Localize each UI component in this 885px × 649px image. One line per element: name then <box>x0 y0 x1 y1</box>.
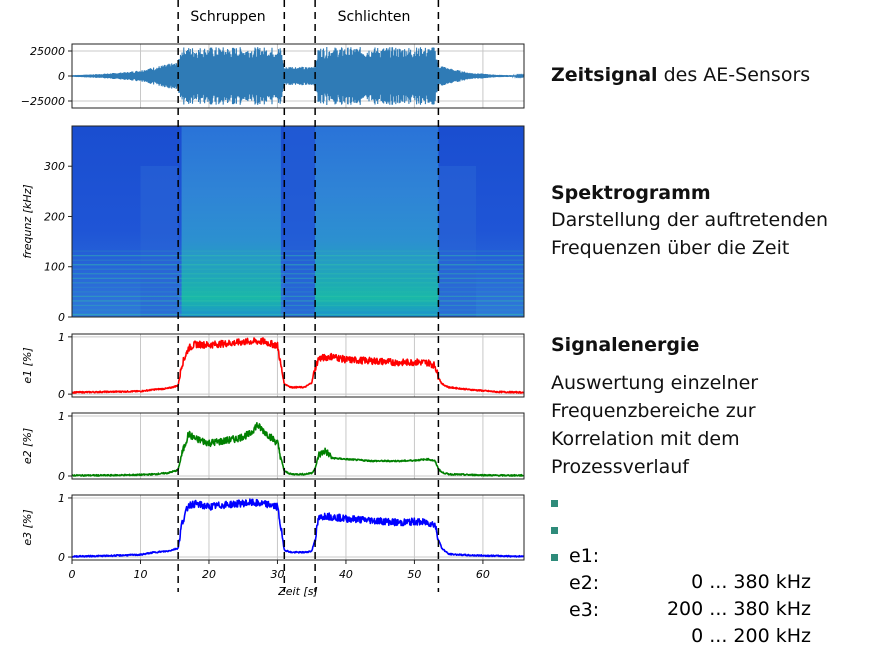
bullet-e3: e3: 0 ... 200 kHz <box>551 545 811 647</box>
y-tick-label-e2: 1 <box>58 410 65 423</box>
y-tick-label-e3: 0 <box>58 551 65 564</box>
y-tick-label-zeitsignal: 25000 <box>30 45 65 58</box>
bullet-e2: e2: 200 ... 380 kHz <box>551 518 811 620</box>
y-tick-label-e1: 1 <box>58 331 65 344</box>
e1-line <box>71 337 525 394</box>
e2-line <box>71 422 525 477</box>
bullet-e1: e1: 0 ... 380 kHz <box>551 491 811 593</box>
spektrogramm-desc-2: Frequenzen über die Zeit <box>551 237 790 259</box>
x-axis-label: Zeit [s] <box>277 585 317 598</box>
x-tick-label: 60 <box>476 568 490 581</box>
bullet-value: 0 ... 200 kHz <box>691 625 811 647</box>
x-tick-label: 30 <box>270 568 284 581</box>
axes-frame <box>71 494 525 561</box>
y-tick-label-e3: 1 <box>58 492 65 505</box>
y-tick-label-frequency: 0 <box>58 311 65 324</box>
bullet-key: e1: <box>569 545 600 567</box>
y-tick-label-zeitsignal: −25000 <box>21 95 65 108</box>
x-tick-label: 0 <box>69 568 76 581</box>
e2-y-axis-label: e2 [%] <box>21 428 34 464</box>
zeitsignal-waveform <box>71 46 525 106</box>
x-tick-label: 50 <box>407 568 421 581</box>
signalenergie-desc-4: Prozessverlauf <box>551 456 690 478</box>
spectrogram-rampdown <box>438 166 477 317</box>
zeitsignal-subtitle: des AE-Sensors <box>657 64 811 86</box>
x-tick-label: 40 <box>339 568 353 581</box>
bullet-value: 200 ... 380 kHz <box>666 598 811 620</box>
x-tick-label: 10 <box>133 568 147 581</box>
e1-y-axis-label: e1 [%] <box>21 347 34 383</box>
signalenergie-desc-3: Korrelation mit dem <box>551 428 740 450</box>
signalenergie-title: Signalenergie <box>551 334 700 356</box>
axes-frame <box>71 412 525 480</box>
bullet-key: e2: <box>569 572 600 594</box>
spectrogram-heatmap <box>72 126 524 317</box>
zeitsignal-title: Zeitsignal <box>551 64 658 86</box>
y-tick-label-e2: 0 <box>58 470 65 483</box>
axes-frame <box>71 333 525 398</box>
y-tick-label-frequency: 100 <box>44 261 65 274</box>
signalenergie-desc-2: Frequenzbereiche zur <box>551 400 756 422</box>
x-tick-label: 20 <box>202 568 216 581</box>
bullet-value: 0 ... 380 kHz <box>691 571 811 593</box>
signalenergie-desc-1: Auswertung einzelner <box>551 372 759 394</box>
bullet-square-icon <box>551 554 558 561</box>
spektrogramm-desc-1: Darstellung der auftretenden <box>551 209 829 231</box>
spectrogram-rampup <box>140 166 179 317</box>
zeitsignal-caption: Zeitsignal des AE-Sensors <box>551 62 810 88</box>
phase-label-schlichten: Schlichten <box>338 9 411 25</box>
spektrogramm-title: Spektrogramm <box>551 182 711 204</box>
y-tick-label-frequency: 300 <box>44 160 65 173</box>
spectrogram-y-axis-label: frequnz [kHz] <box>21 184 34 258</box>
bullet-key: e3: <box>569 599 600 621</box>
bullet-square-icon <box>551 527 558 534</box>
spectrogram-gap <box>284 126 316 317</box>
phase-label-schruppen: Schruppen <box>190 9 265 25</box>
bullet-square-icon <box>551 500 558 507</box>
y-tick-label-e1: 0 <box>58 388 65 401</box>
y-tick-label-zeitsignal: 0 <box>58 70 65 83</box>
y-tick-label-frequency: 200 <box>44 210 65 223</box>
spectrogram-active-segment <box>315 126 439 317</box>
axes-frame <box>71 125 525 318</box>
e3-line <box>71 498 525 558</box>
spectrogram-active-segment <box>181 126 281 317</box>
e3-y-axis-label: e3 [%] <box>21 509 34 545</box>
